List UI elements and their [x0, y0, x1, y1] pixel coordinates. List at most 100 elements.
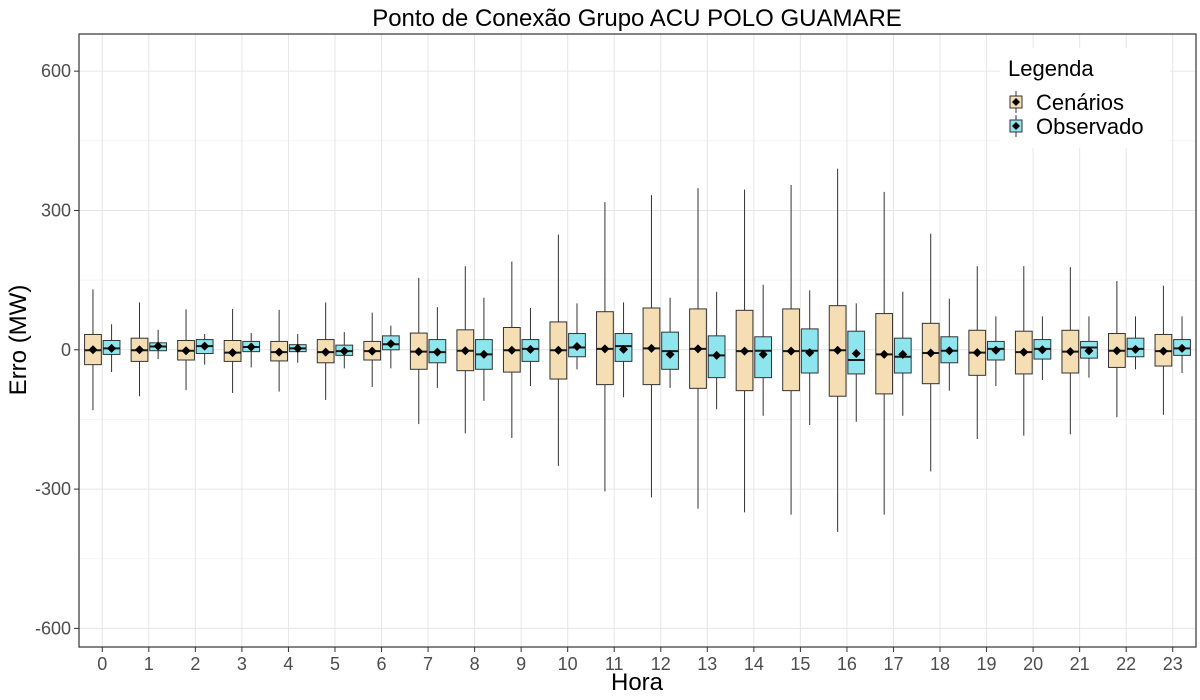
box-mean-marker	[553, 345, 563, 355]
x-axis-title: Hora	[611, 669, 664, 696]
box-mean-marker	[414, 347, 424, 357]
box-cenarios	[1108, 281, 1126, 418]
box-observado	[381, 325, 400, 369]
box-mean-marker	[944, 346, 954, 356]
box-observado	[661, 297, 679, 388]
box-cenarios	[921, 233, 940, 472]
box-cenarios	[1154, 285, 1173, 415]
box-cenarios	[689, 188, 707, 509]
box-cenarios	[456, 266, 475, 434]
legend-entry: Cenários	[1009, 90, 1124, 115]
box-series	[84, 168, 1191, 532]
box-mean-marker	[1177, 343, 1187, 353]
x-tick-label: 19	[977, 654, 997, 674]
box-cenarios	[549, 234, 568, 466]
box-observado	[754, 284, 773, 416]
box-cenarios	[84, 289, 102, 411]
x-tick-label: 23	[1163, 654, 1183, 674]
box-mean-marker	[339, 346, 349, 356]
box-cenarios	[968, 266, 987, 439]
x-tick-label: 17	[883, 654, 903, 674]
box-cenarios	[363, 312, 382, 387]
grid	[79, 34, 1196, 647]
box-mean-marker	[1084, 346, 1094, 356]
box-observado	[568, 303, 586, 370]
box-cenarios	[828, 168, 847, 532]
box-mean-marker	[507, 345, 517, 355]
box-mean-marker	[1130, 344, 1140, 354]
box-mean-marker	[1065, 347, 1075, 357]
box-mean-marker	[646, 343, 656, 353]
box-mean-marker	[181, 346, 191, 356]
box-mean-marker	[386, 339, 396, 349]
box-observado	[1080, 316, 1098, 378]
box-mean-marker	[293, 343, 303, 353]
x-tick-label: 0	[97, 654, 107, 674]
y-tick-label: 0	[61, 340, 71, 360]
box-cenarios	[1061, 267, 1080, 435]
box-mean-marker	[367, 346, 377, 356]
box-observado	[102, 324, 121, 373]
x-tick-label: 12	[651, 654, 671, 674]
x-tick-label: 5	[330, 654, 340, 674]
box-mean-marker	[693, 344, 703, 354]
box-cenarios	[130, 302, 149, 397]
box-observado	[986, 316, 1005, 387]
y-tick-label: 300	[41, 200, 71, 220]
box-mean-marker	[1158, 346, 1168, 356]
x-tick-label: 22	[1116, 654, 1136, 674]
box-observado	[707, 291, 726, 410]
box-cenarios	[177, 309, 195, 391]
box-mean-marker	[600, 344, 610, 354]
x-tick-label: 3	[237, 654, 247, 674]
box-observado	[1126, 316, 1145, 370]
box-observado	[1033, 316, 1052, 380]
y-tick-label: -600	[35, 618, 71, 638]
box-mean-marker	[758, 349, 768, 359]
box-mean-marker	[479, 349, 489, 359]
box-mean-marker	[274, 347, 284, 357]
box-mean-marker	[228, 348, 238, 358]
box-cenarios	[782, 184, 800, 515]
x-tick-label: 13	[697, 654, 717, 674]
x-tick-label: 8	[470, 654, 480, 674]
box-mean-marker	[525, 344, 535, 354]
legend-entry: Observado	[1009, 114, 1144, 139]
box-mean-marker	[712, 350, 722, 360]
box-mean-marker	[619, 344, 629, 354]
box-mean-marker	[972, 348, 982, 358]
box-cenarios	[1014, 266, 1033, 436]
box-observado	[847, 303, 866, 422]
legend-key-mean	[1012, 98, 1020, 106]
box-mean-marker	[321, 347, 331, 357]
box-observado	[475, 297, 493, 401]
x-tick-label: 2	[190, 654, 200, 674]
y-axis-title: Erro (MW)	[5, 285, 32, 396]
box-cenarios	[409, 277, 428, 425]
box-mean-marker	[851, 349, 861, 359]
box-mean-marker	[153, 341, 163, 351]
box-cenarios	[502, 261, 521, 439]
box-mean-marker	[740, 346, 750, 356]
y-tick-label: 600	[41, 61, 71, 81]
x-tick-label: 16	[837, 654, 857, 674]
box-observado	[800, 290, 819, 426]
legend-title: Legenda	[1008, 56, 1094, 81]
box-observado	[940, 298, 959, 391]
x-tick-label: 10	[558, 654, 578, 674]
x-tick-label: 4	[283, 654, 293, 674]
box-cenarios	[875, 191, 894, 515]
box-mean-marker	[805, 348, 815, 358]
box-mean-marker	[572, 342, 582, 352]
plot-panel-border	[78, 33, 1197, 648]
box-mean-marker	[879, 349, 889, 359]
x-tick-label: 1	[144, 654, 154, 674]
x-tick-label: 14	[744, 654, 764, 674]
box-mean-marker	[135, 345, 145, 355]
box-observado	[335, 332, 354, 369]
box-mean-marker	[88, 345, 98, 355]
box-observado	[428, 307, 447, 388]
box-mean-marker	[1037, 345, 1047, 355]
